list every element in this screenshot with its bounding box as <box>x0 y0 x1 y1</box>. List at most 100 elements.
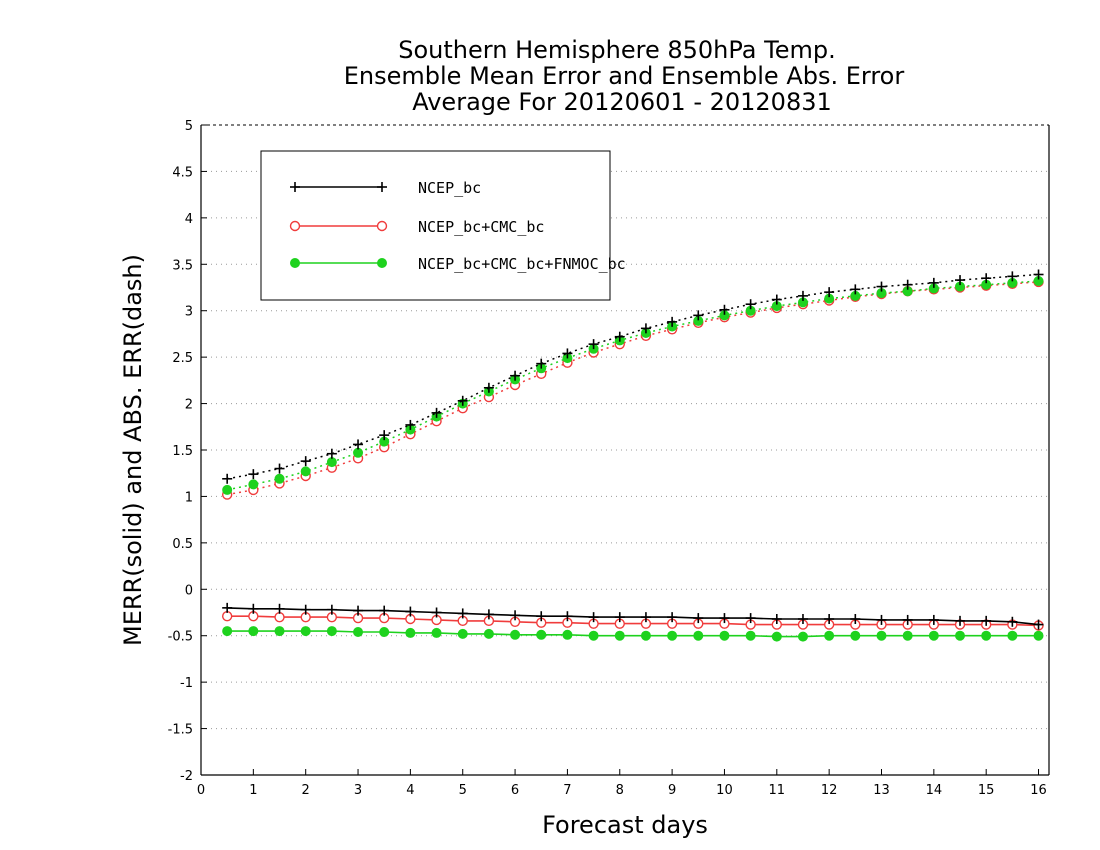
legend-label: NCEP_bc+CMC_bc+FNMOC_bc <box>418 255 626 273</box>
title-line-2: Ensemble Mean Error and Ensemble Abs. Er… <box>344 62 905 90</box>
data-point <box>981 273 992 284</box>
y-tick-label: -1.5 <box>168 723 193 738</box>
data-point <box>719 630 730 641</box>
data-point <box>289 220 301 232</box>
x-tick-label: 3 <box>354 783 362 798</box>
data-point <box>353 627 364 637</box>
data-point <box>981 630 992 641</box>
data-point <box>483 609 494 620</box>
x-tick-label: 10 <box>716 783 733 798</box>
series-2 <box>222 276 1044 642</box>
legend-entry-1: NCEP_bc+CMC_bc <box>289 218 544 236</box>
data-point <box>536 611 547 622</box>
x-tick-label: 15 <box>978 783 995 798</box>
data-point <box>562 611 573 622</box>
data-point <box>290 182 300 192</box>
x-tick-label: 6 <box>511 783 519 798</box>
data-point <box>300 456 311 467</box>
y-axis-label: MERR(solid) and ABS. ERR(dash) <box>119 254 147 646</box>
series-layer <box>221 269 1044 642</box>
data-point <box>850 630 861 641</box>
x-tick-label: 1 <box>249 783 257 798</box>
x-tick-label: 0 <box>197 783 205 798</box>
data-point <box>222 626 233 637</box>
data-point <box>1007 630 1018 641</box>
data-point <box>326 604 337 615</box>
x-tick-label: 13 <box>873 783 890 798</box>
data-point <box>222 602 233 613</box>
data-point <box>850 284 861 295</box>
y-tick-label: 0 <box>185 583 193 598</box>
data-point <box>640 323 651 334</box>
x-tick-label: 5 <box>459 783 467 798</box>
title-line-3: Average For 20120601 - 20120831 <box>412 88 832 116</box>
data-point <box>588 630 599 641</box>
data-point <box>1007 616 1018 627</box>
y-tick-label: 1.5 <box>172 444 193 459</box>
data-point <box>431 627 442 638</box>
abs-err-line <box>227 280 1039 491</box>
data-point <box>640 630 651 641</box>
data-point <box>719 613 730 624</box>
data-point <box>955 275 966 286</box>
data-point <box>667 630 678 641</box>
merr-line <box>227 630 1039 638</box>
data-point <box>745 299 756 310</box>
data-point <box>405 627 416 638</box>
data-point <box>457 608 468 619</box>
data-point <box>876 614 887 625</box>
data-point <box>640 612 651 623</box>
data-point <box>876 630 887 641</box>
x-axis-label: Forecast days <box>542 811 708 839</box>
data-point <box>405 606 416 617</box>
abs-err-line <box>227 281 1039 496</box>
data-point <box>614 630 625 641</box>
data-point <box>745 613 756 624</box>
data-point <box>797 290 808 301</box>
data-point <box>824 287 835 298</box>
data-point <box>876 281 887 292</box>
y-tick-label: 0.5 <box>172 537 193 552</box>
x-tick-label: 8 <box>616 783 624 798</box>
data-point <box>377 258 387 268</box>
data-point <box>353 439 364 450</box>
axes: 54.543.532.521.510.50-0.5-1-1.5-20 1 2 3 4 5 6… <box>168 119 1050 798</box>
data-point <box>1033 619 1044 630</box>
y-tick-label: 2 <box>185 398 193 413</box>
data-point <box>274 473 285 484</box>
abs-err-line <box>227 273 1039 480</box>
x-tick-label: 2 <box>302 783 310 798</box>
data-point <box>483 628 494 639</box>
data-point <box>771 631 782 642</box>
y-tick-label: 4 <box>185 212 193 227</box>
data-point <box>902 630 913 641</box>
data-point <box>693 613 704 624</box>
y-tick-label: 4.5 <box>172 165 193 180</box>
data-point <box>431 407 442 418</box>
legend-label: NCEP_bc <box>418 179 481 197</box>
data-point <box>300 626 311 637</box>
data-point <box>248 479 259 490</box>
y-tick-label: 5 <box>185 119 193 134</box>
legend-label: NCEP_bc+CMC_bc <box>418 218 544 236</box>
data-point <box>222 473 233 484</box>
data-point <box>928 277 939 288</box>
data-point <box>274 626 285 637</box>
y-tick-label: -0.5 <box>168 630 193 645</box>
data-point <box>457 628 468 639</box>
data-point <box>510 370 521 381</box>
data-point <box>771 294 782 305</box>
data-point <box>667 316 678 327</box>
data-point <box>274 603 285 614</box>
data-point <box>221 611 233 622</box>
data-point <box>693 630 704 641</box>
data-point <box>902 279 913 290</box>
data-point <box>379 627 390 637</box>
y-tick-label: -2 <box>180 769 193 784</box>
y-tick-label: 2.5 <box>172 351 193 366</box>
data-point <box>300 604 311 615</box>
data-point <box>588 339 599 350</box>
series-0 <box>222 269 1044 630</box>
data-point <box>955 630 966 641</box>
data-point <box>274 611 285 623</box>
